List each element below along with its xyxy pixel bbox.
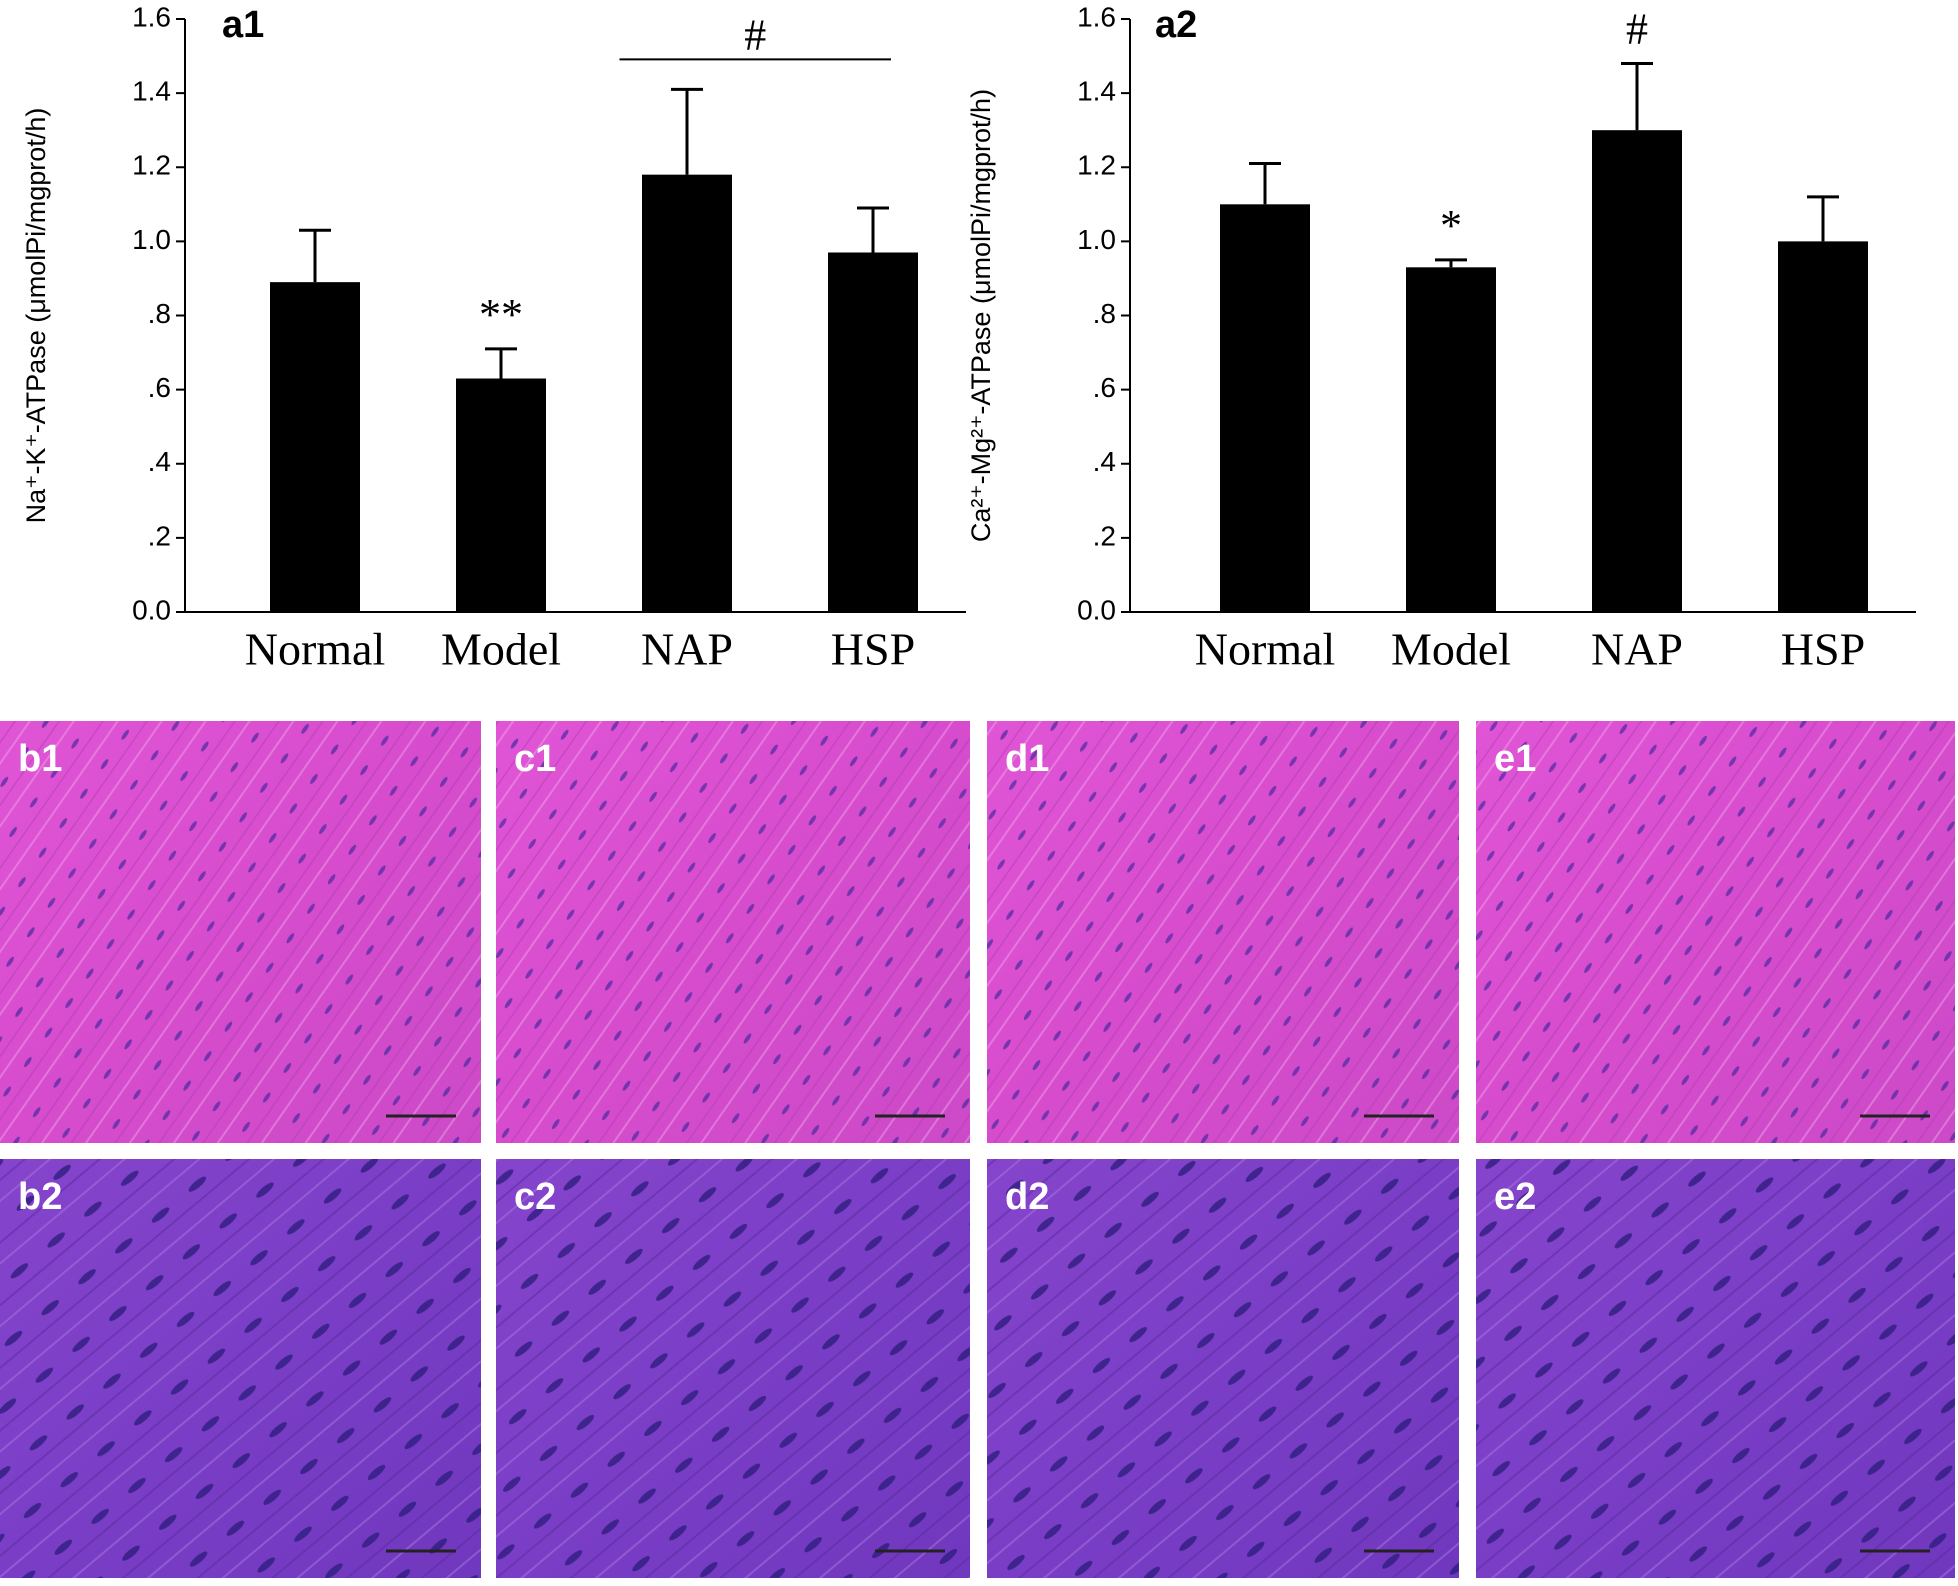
annotation: * bbox=[1440, 201, 1462, 250]
y-tick-label: 1.2 bbox=[1077, 150, 1116, 181]
x-tick-label: Normal bbox=[1195, 624, 1336, 675]
y-tick-label: .4 bbox=[148, 446, 171, 477]
panel-label: c1 bbox=[514, 738, 556, 780]
panel-texture bbox=[1476, 1159, 1955, 1578]
y-tick-label: .8 bbox=[148, 298, 171, 329]
bar bbox=[828, 252, 918, 612]
panel-label: a2 bbox=[1155, 4, 1197, 46]
y-tick-label: .8 bbox=[1093, 298, 1116, 329]
y-tick-label: .4 bbox=[1093, 446, 1116, 477]
y-tick-label: .6 bbox=[1093, 372, 1116, 403]
histology-panel: d1 bbox=[987, 721, 1459, 1143]
y-axis-label: Ca²⁺-Mg²⁺-ATPase (μmolPi/mgprot/h) bbox=[966, 89, 996, 542]
x-tick-label: Model bbox=[441, 624, 561, 675]
panel-texture bbox=[496, 721, 970, 1143]
y-tick-label: 1.4 bbox=[1077, 76, 1116, 107]
y-tick-label: 0.0 bbox=[132, 594, 171, 625]
histology-panel: c1 bbox=[496, 721, 970, 1143]
panel-texture bbox=[987, 721, 1459, 1143]
y-tick-label: .6 bbox=[148, 372, 171, 403]
y-axis-label: Na⁺-K⁺-ATPase (μmolPi/mgprot/h) bbox=[21, 108, 51, 524]
annotation: # bbox=[1626, 5, 1648, 54]
x-tick-label: HSP bbox=[831, 624, 915, 675]
x-tick-label: Model bbox=[1391, 624, 1511, 675]
y-tick-label: 1.2 bbox=[132, 150, 171, 181]
histology-panel: d2 bbox=[987, 1159, 1459, 1578]
y-tick-label: 0.0 bbox=[1077, 594, 1116, 625]
y-tick-label: 1.0 bbox=[132, 224, 171, 255]
x-tick-label: Normal bbox=[245, 624, 386, 675]
histology-panel: b2 bbox=[0, 1159, 481, 1578]
panel-texture bbox=[0, 1159, 481, 1578]
histology-panel: e1 bbox=[1476, 721, 1955, 1143]
bar bbox=[1592, 130, 1682, 612]
bar bbox=[456, 378, 546, 612]
x-tick-label: NAP bbox=[1591, 624, 1683, 675]
histology-panel: b1 bbox=[0, 721, 481, 1143]
panel-texture bbox=[496, 1159, 970, 1578]
annotation: ** bbox=[479, 290, 523, 339]
panel-texture bbox=[1476, 721, 1955, 1143]
bar bbox=[1778, 241, 1868, 612]
y-tick-label: 1.4 bbox=[132, 76, 171, 107]
panel-label: b1 bbox=[18, 738, 62, 780]
y-tick-label: 1.0 bbox=[1077, 224, 1116, 255]
annotation: # bbox=[744, 11, 766, 60]
histology-panel: e2 bbox=[1476, 1159, 1955, 1578]
panel-label: c2 bbox=[514, 1176, 556, 1218]
bar bbox=[1406, 267, 1496, 612]
y-tick-label: 1.6 bbox=[1077, 1, 1116, 32]
panel-texture bbox=[0, 721, 481, 1143]
bar bbox=[1220, 204, 1310, 612]
y-tick-label: .2 bbox=[148, 520, 171, 551]
panel-label: a1 bbox=[222, 4, 264, 46]
panel-label: e1 bbox=[1494, 738, 1536, 780]
x-tick-label: NAP bbox=[641, 624, 733, 675]
histology-panel: c2 bbox=[496, 1159, 970, 1578]
y-tick-label: .2 bbox=[1093, 520, 1116, 551]
panel-label: d2 bbox=[1005, 1176, 1049, 1218]
panel-texture bbox=[987, 1159, 1459, 1578]
y-tick-label: 1.6 bbox=[132, 1, 171, 32]
x-tick-label: HSP bbox=[1781, 624, 1865, 675]
panel-label: e2 bbox=[1494, 1176, 1536, 1218]
bar bbox=[642, 174, 732, 612]
bar bbox=[270, 282, 360, 612]
panel-label: b2 bbox=[18, 1176, 62, 1218]
panel-label: d1 bbox=[1005, 738, 1049, 780]
